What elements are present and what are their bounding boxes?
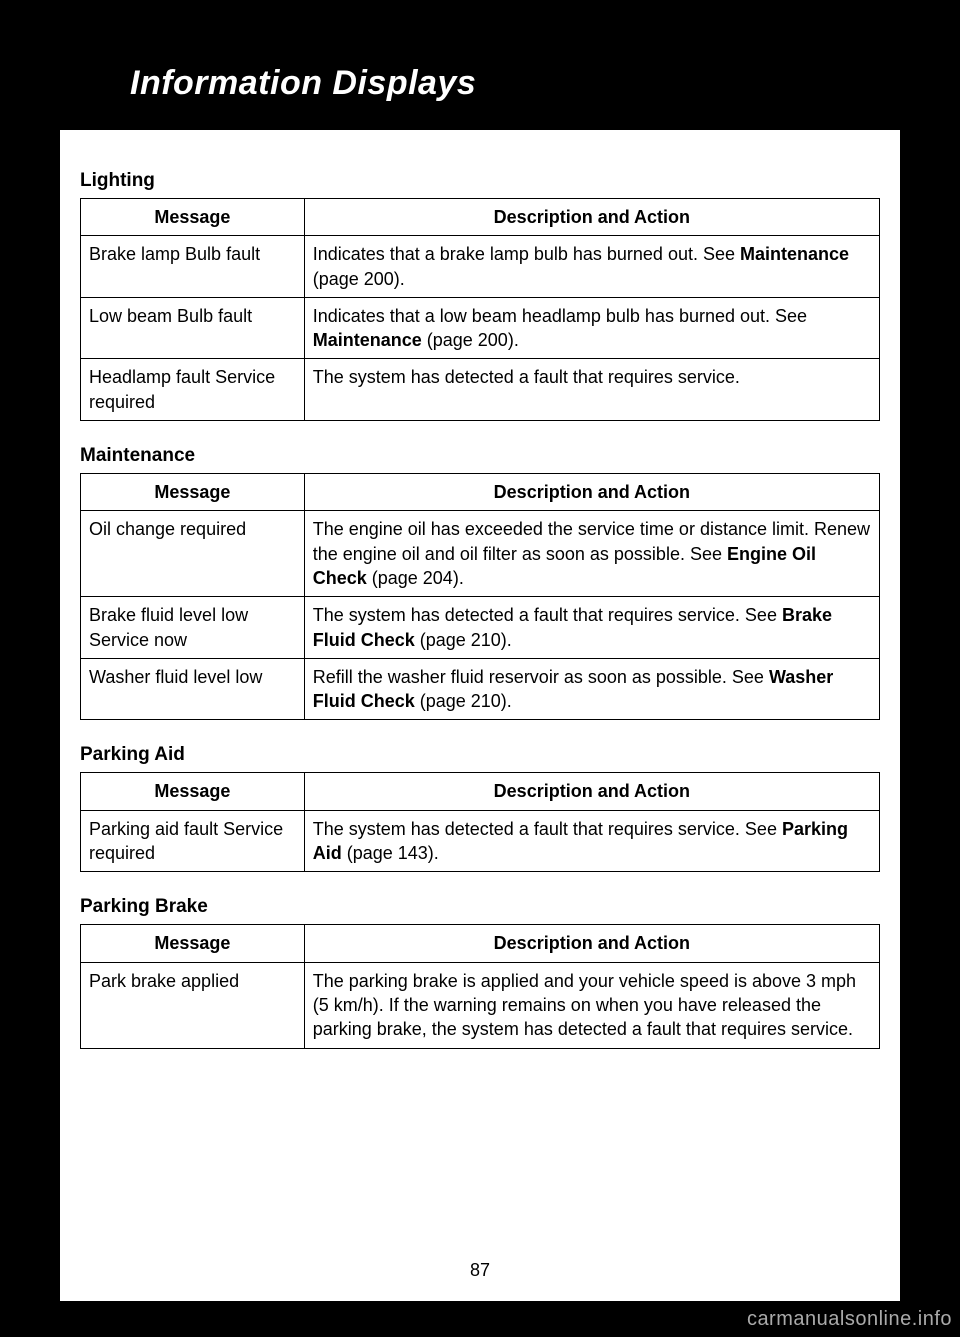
section-title-maintenance: Maintenance bbox=[80, 445, 880, 467]
cell-message: Parking aid fault Service required bbox=[81, 810, 305, 872]
col-message: Message bbox=[81, 199, 305, 236]
cell-description: The engine oil has exceeded the service … bbox=[304, 511, 879, 597]
cell-message: Oil change required bbox=[81, 511, 305, 597]
section-title-lighting: Lighting bbox=[80, 170, 880, 192]
cell-description: Indicates that a low beam headlamp bulb … bbox=[304, 297, 879, 359]
page-body: Lighting Message Description and Action … bbox=[60, 130, 900, 1301]
page-number: 87 bbox=[60, 1260, 900, 1281]
watermark: carmanualsonline.info bbox=[747, 1308, 952, 1331]
table-parking-aid: Message Description and Action Parking a… bbox=[80, 772, 880, 872]
table-row: Washer fluid level low Refill the washer… bbox=[81, 658, 880, 720]
table-row: Headlamp fault Service required The syst… bbox=[81, 359, 880, 421]
col-message: Message bbox=[81, 474, 305, 511]
cell-description: The parking brake is applied and your ve… bbox=[304, 962, 879, 1048]
cell-description: The system has detected a fault that req… bbox=[304, 597, 879, 659]
table-lighting: Message Description and Action Brake lam… bbox=[80, 198, 880, 421]
table-parking-brake: Message Description and Action Park brak… bbox=[80, 924, 880, 1048]
table-header-row: Message Description and Action bbox=[81, 773, 880, 810]
cell-message: Brake fluid level low Service now bbox=[81, 597, 305, 659]
cell-message: Washer fluid level low bbox=[81, 658, 305, 720]
section-title-parking-brake: Parking Brake bbox=[80, 896, 880, 918]
cell-message: Low beam Bulb fault bbox=[81, 297, 305, 359]
table-row: Oil change required The engine oil has e… bbox=[81, 511, 880, 597]
col-description: Description and Action bbox=[304, 474, 879, 511]
cell-description: Refill the washer fluid reservoir as soo… bbox=[304, 658, 879, 720]
table-header-row: Message Description and Action bbox=[81, 474, 880, 511]
table-row: Brake fluid level low Service now The sy… bbox=[81, 597, 880, 659]
table-row: Park brake applied The parking brake is … bbox=[81, 962, 880, 1048]
table-row: Low beam Bulb fault Indicates that a low… bbox=[81, 297, 880, 359]
cell-description: The system has detected a fault that req… bbox=[304, 810, 879, 872]
col-message: Message bbox=[81, 925, 305, 962]
table-row: Brake lamp Bulb fault Indicates that a b… bbox=[81, 236, 880, 298]
col-message: Message bbox=[81, 773, 305, 810]
col-description: Description and Action bbox=[304, 925, 879, 962]
cell-message: Park brake applied bbox=[81, 962, 305, 1048]
table-maintenance: Message Description and Action Oil chang… bbox=[80, 473, 880, 720]
table-header-row: Message Description and Action bbox=[81, 925, 880, 962]
page-title: Information Displays bbox=[130, 64, 476, 103]
section-title-parking-aid: Parking Aid bbox=[80, 744, 880, 766]
header-band: Information Displays bbox=[60, 36, 900, 130]
col-description: Description and Action bbox=[304, 199, 879, 236]
col-description: Description and Action bbox=[304, 773, 879, 810]
cell-message: Brake lamp Bulb fault bbox=[81, 236, 305, 298]
cell-message: Headlamp fault Service required bbox=[81, 359, 305, 421]
cell-description: The system has detected a fault that req… bbox=[304, 359, 879, 421]
table-row: Parking aid fault Service required The s… bbox=[81, 810, 880, 872]
cell-description: Indicates that a brake lamp bulb has bur… bbox=[304, 236, 879, 298]
table-header-row: Message Description and Action bbox=[81, 199, 880, 236]
